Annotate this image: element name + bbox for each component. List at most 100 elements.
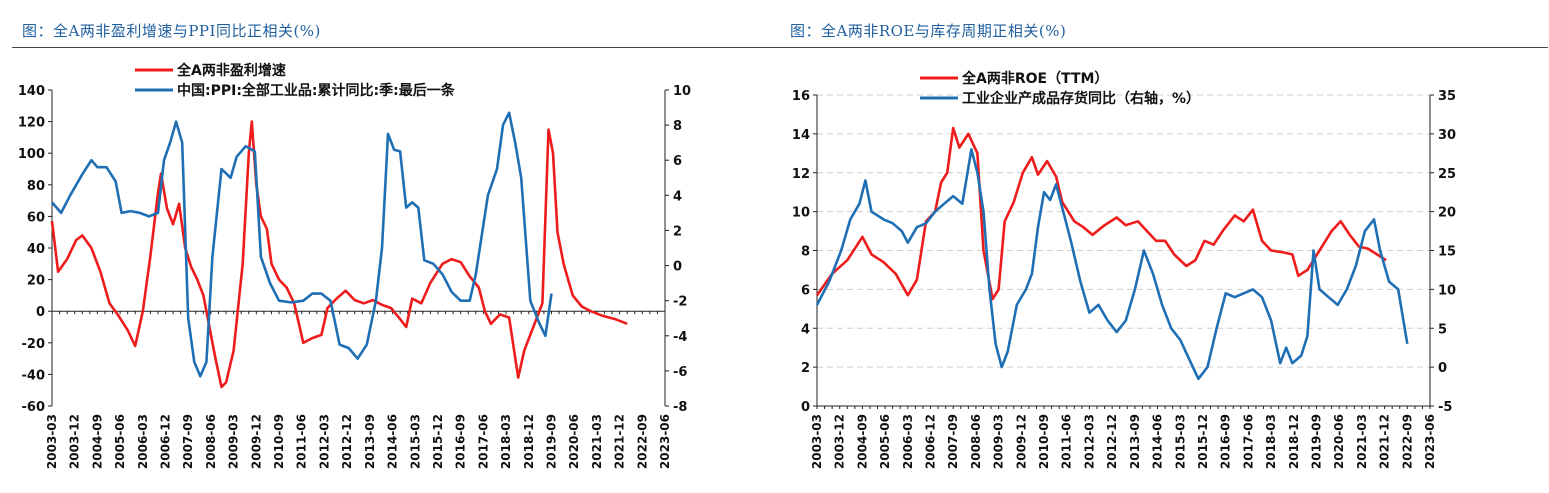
left-axis-tick-label: 12 [792, 167, 810, 182]
x-axis-tick-label: 2023-06 [658, 414, 672, 469]
left-axis-tick-label: 4 [801, 322, 810, 337]
x-axis-tick-label: 2006-03 [136, 414, 150, 469]
x-axis-tick-label: 2018-12 [522, 414, 536, 469]
x-axis-tick-label: 2014-06 [1151, 414, 1165, 469]
left-axis-tick-label: -40 [22, 368, 46, 383]
x-axis-tick-label: 2018-12 [1287, 414, 1301, 469]
right-axis-tick-label: -8 [673, 400, 687, 415]
chart-caption-right: 图：全A两非ROE与库存周期正相关(%) [790, 22, 1067, 40]
x-axis-tick-label: 2018-03 [1264, 414, 1278, 469]
x-axis-tick-label: 2011-06 [1060, 414, 1074, 469]
chart-caption-left: 图：全A两非盈利增速与PPI同比正相关(%) [22, 22, 321, 40]
x-axis-tick-label: 2011-06 [295, 414, 309, 469]
left-axis-tick-label: 6 [801, 283, 810, 298]
x-axis-tick-label: 2003-12 [68, 414, 82, 469]
x-axis-tick-label: 2015-03 [408, 414, 422, 469]
x-axis-tick-label: 2021-03 [1355, 414, 1369, 469]
x-axis-tick-label: 2009-03 [227, 414, 241, 469]
x-axis-tick-label: 2005-06 [113, 414, 127, 469]
series-line-red [50, 120, 628, 389]
right-axis-tick-label: 30 [1438, 128, 1456, 143]
x-axis-tick-label: 2006-12 [924, 414, 938, 469]
legend-label-blue: 工业企业产成品存货同比（右轴，%） [962, 90, 1200, 107]
x-axis-tick-label: 2005-06 [878, 414, 892, 469]
left-axis-tick-label: 80 [27, 179, 45, 194]
x-axis-tick-label: 2004-09 [855, 414, 869, 469]
x-axis-tick-label: 2009-12 [249, 414, 263, 469]
right-axis-tick-label: 10 [1438, 283, 1456, 298]
left-axis-tick-label: 2 [801, 361, 810, 376]
caption-divider [12, 47, 1548, 48]
legend-label-red: 全A两非ROE（TTM） [961, 70, 1108, 87]
x-axis-tick-label: 2020-06 [1332, 414, 1346, 469]
x-axis-tick-label: 2008-06 [204, 414, 218, 469]
x-axis-tick-label: 2022-09 [1400, 414, 1414, 469]
left-axis-tick-label: 60 [27, 210, 45, 225]
x-axis-tick-label: 2010-09 [1037, 414, 1051, 469]
x-axis-tick-label: 2022-09 [635, 414, 649, 469]
x-axis-tick-label: 2007-09 [946, 414, 960, 469]
x-axis-tick-label: 2023-06 [1423, 414, 1437, 469]
right-axis-tick-label: -2 [673, 295, 687, 310]
x-axis-tick-label: 2020-06 [567, 414, 581, 469]
x-axis-tick-label: 2003-12 [833, 414, 847, 469]
x-axis-tick-label: 2015-03 [1173, 414, 1187, 469]
x-axis-tick-label: 2006-03 [901, 414, 915, 469]
left-axis-tick-label: 40 [27, 242, 45, 257]
x-axis-tick-label: 2010-09 [272, 414, 286, 469]
right-axis-tick-label: 8 [673, 119, 682, 134]
x-axis-tick-label: 2013-09 [363, 414, 377, 469]
chart-roe-vs-inventory: 0 2 4 6 8 10 12 14 16 -5 0 5 10 15 20 25 30 35 2003-03 2003… [792, 70, 1456, 469]
left-axis-tick-label: 14 [792, 128, 810, 143]
x-axis-tick-label: 2006-12 [159, 414, 173, 469]
left-axis-tick-label: 0 [801, 400, 810, 415]
left-axis-tick-label: 8 [801, 245, 810, 260]
x-axis-tick-label: 2012-03 [317, 414, 331, 469]
x-axis-tick-label: 2008-06 [969, 414, 983, 469]
legend-label-blue: 中国:PPI:全部工业品:累计同比:季:最后一条 [177, 82, 456, 99]
x-axis-tick-label: 2021-12 [613, 414, 627, 469]
series-line-blue [51, 111, 553, 378]
series-line-blue [815, 148, 1409, 381]
right-axis-tick-label: 10 [673, 84, 691, 99]
left-axis-tick-label: 20 [27, 274, 45, 289]
x-axis-tick-label: 2012-03 [1082, 414, 1096, 469]
right-axis-tick-label: 15 [1438, 245, 1456, 260]
x-axis-tick-label: 2015-12 [1196, 414, 1210, 469]
x-axis-tick-label: 2017-06 [476, 414, 490, 469]
x-axis-tick-label: 2021-03 [590, 414, 604, 469]
chart-profit-growth-vs-ppi: -60-40-20020406080100120140-8-6-4-202468… [18, 62, 691, 469]
right-axis-tick-label: 2 [673, 224, 682, 239]
left-axis-tick-label: -20 [22, 337, 46, 352]
x-axis-tick-label: 2012-12 [340, 414, 354, 469]
x-axis-tick-label: 2021-12 [1378, 414, 1392, 469]
left-axis-tick-label: 0 [36, 305, 45, 320]
left-axis-tick-label: -60 [22, 400, 46, 415]
series-line-red [815, 126, 1387, 301]
x-axis-tick-label: 2012-12 [1105, 414, 1119, 469]
x-axis-tick-label: 2016-09 [454, 414, 468, 469]
right-axis-tick-label: -5 [1438, 400, 1452, 415]
x-axis-tick-label: 2013-09 [1128, 414, 1142, 469]
right-axis-tick-label: 25 [1438, 167, 1456, 182]
right-axis-tick-label: -6 [673, 365, 687, 380]
left-axis-tick-label: 100 [18, 147, 45, 162]
x-axis-tick-label: 2009-12 [1014, 414, 1028, 469]
left-axis-tick-label: 120 [18, 116, 45, 131]
legend-label-red: 全A两非盈利增速 [176, 62, 286, 79]
left-axis-tick-label: 16 [792, 89, 810, 104]
right-axis-tick-label: 5 [1438, 322, 1447, 337]
x-axis-tick-label: 2009-03 [992, 414, 1006, 469]
x-axis-tick-label: 2019-09 [1309, 414, 1323, 469]
x-axis-tick-label: 2014-06 [386, 414, 400, 469]
x-axis-tick-label: 2003-03 [810, 414, 824, 469]
right-axis-tick-label: 0 [673, 260, 682, 275]
x-axis-tick-label: 2007-09 [181, 414, 195, 469]
x-axis-tick-label: 2019-09 [544, 414, 558, 469]
left-axis-tick-label: 140 [18, 84, 45, 99]
right-axis-tick-label: 35 [1438, 89, 1456, 104]
x-axis-tick-label: 2016-09 [1219, 414, 1233, 469]
x-axis-tick-label: 2004-09 [90, 414, 104, 469]
right-axis-tick-label: 0 [1438, 361, 1447, 376]
x-axis-tick-label: 2015-12 [431, 414, 445, 469]
